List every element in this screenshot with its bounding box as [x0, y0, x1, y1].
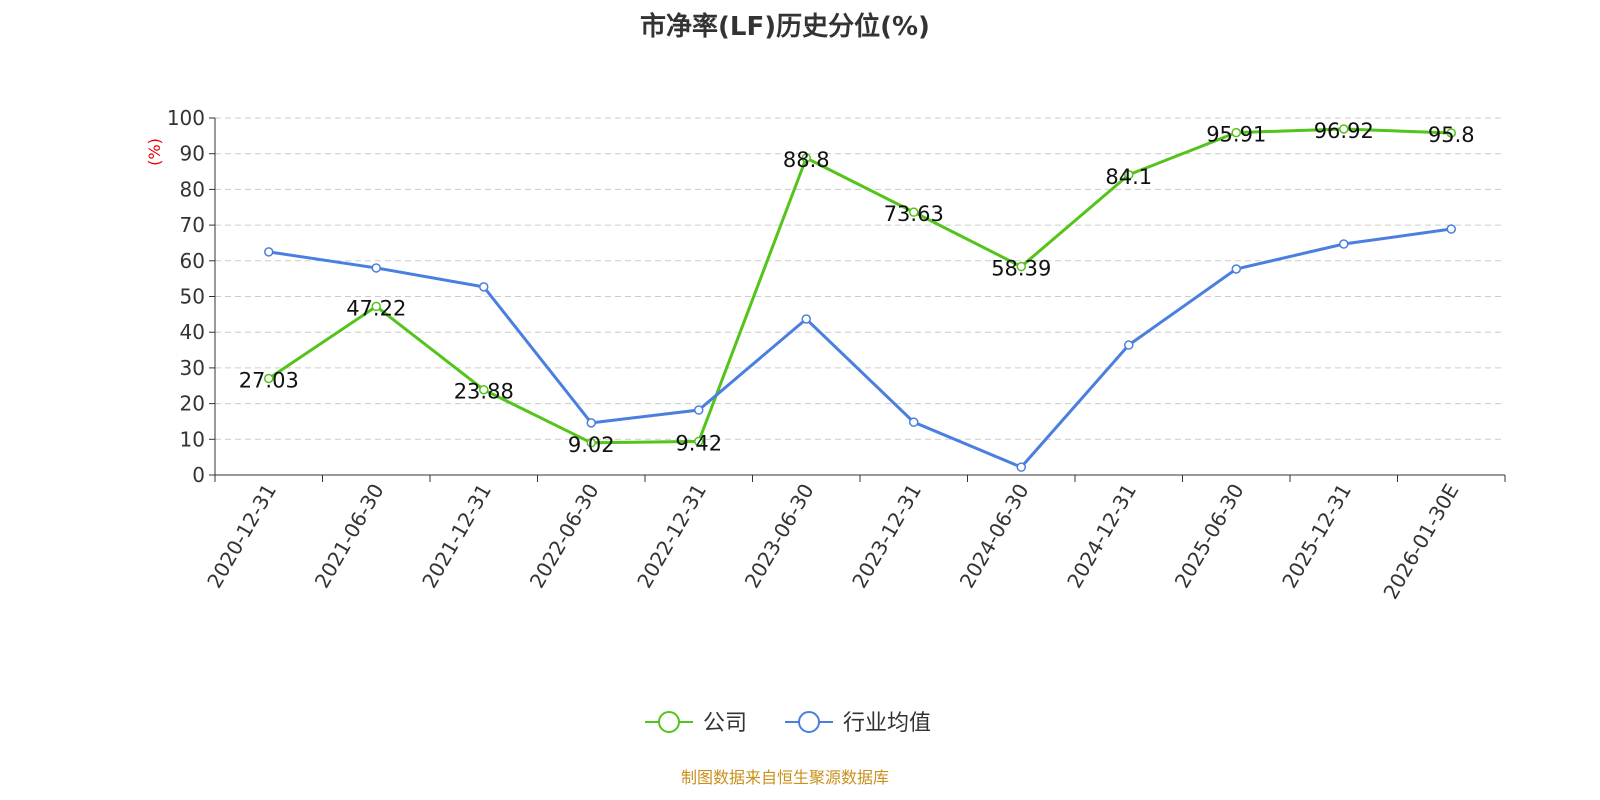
data-point: [909, 207, 919, 217]
data-label: 73.63: [884, 202, 944, 226]
y-tick-label: 20: [180, 392, 205, 416]
x-tick-label: 2023-12-31: [847, 480, 926, 593]
data-point: [371, 263, 381, 273]
data-label: 23.88: [454, 380, 514, 404]
chart-title: 市净率(LF)历史分位(%): [640, 12, 930, 42]
series-line: [267, 127, 1452, 445]
y-tick-label: 90: [180, 142, 205, 166]
x-tick-label: 2025-12-31: [1277, 480, 1356, 593]
data-point: [1016, 462, 1026, 472]
data-point: [1339, 239, 1349, 249]
data-label: 27.03: [239, 369, 299, 393]
y-tick-label: 100: [167, 106, 205, 130]
legend-marker: [658, 711, 680, 733]
series-line: [268, 227, 1452, 469]
data-point: [371, 301, 381, 312]
y-axis-label: (%): [145, 138, 164, 166]
x-tick-label: 2021-06-30: [310, 480, 389, 593]
data-label: 9.42: [675, 431, 722, 455]
y-tick-label: 30: [180, 356, 205, 380]
x-tick-label: 2024-12-31: [1062, 480, 1141, 593]
data-label: 95.91: [1206, 123, 1266, 147]
y-tick-label: 80: [180, 177, 205, 201]
legend-label: 公司: [703, 711, 747, 736]
data-point: [1231, 127, 1241, 138]
data-point: [264, 247, 274, 257]
y-tick-label: 0: [192, 463, 205, 487]
x-tick-label: 2022-12-31: [632, 480, 711, 593]
data-point: [586, 438, 596, 448]
y-tick-label: 60: [180, 249, 205, 273]
data-label: 96.92: [1314, 119, 1374, 143]
data-point: [1446, 224, 1456, 234]
data-point: [586, 418, 596, 428]
data-point: [479, 282, 489, 292]
data-point: [1231, 264, 1241, 274]
data-point: [801, 153, 811, 163]
data-point: [1446, 128, 1456, 138]
data-point: [801, 314, 811, 324]
data-label: 84.1: [1105, 165, 1152, 189]
legend-marker: [798, 711, 820, 733]
data-point: [909, 417, 919, 427]
x-tick-label: 2023-06-30: [740, 480, 819, 593]
data-point: [1016, 261, 1026, 272]
x-tick-label: 2021-12-31: [417, 480, 496, 593]
y-tick-label: 50: [180, 285, 205, 309]
source-note: 制图数据来自恒生聚源数据库: [680, 768, 889, 787]
data-point: [479, 384, 489, 395]
data-point: [1124, 170, 1134, 180]
data-label: 88.8: [783, 148, 830, 172]
data-label: 58.39: [991, 257, 1051, 281]
x-tick-label: 2025-06-30: [1170, 480, 1249, 593]
data-point: [264, 373, 274, 384]
legend-label: 行业均值: [843, 711, 931, 736]
data-point: [694, 436, 704, 447]
x-tick-label: 2024-06-30: [955, 480, 1034, 593]
data-point: [1339, 124, 1349, 134]
data-point: [1124, 340, 1134, 350]
y-tick-label: 70: [180, 213, 205, 237]
y-tick-label: 10: [180, 427, 205, 451]
data-label: 95.8: [1428, 123, 1475, 147]
y-tick-label: 40: [180, 320, 205, 344]
x-tick-label: 2020-12-31: [202, 480, 281, 593]
x-tick-label: 2026-01-30E: [1378, 480, 1463, 604]
data-label: 9.02: [568, 433, 615, 457]
data-label: 47.22: [346, 296, 406, 320]
x-tick-label: 2022-06-30: [525, 480, 604, 593]
data-point: [694, 405, 704, 415]
